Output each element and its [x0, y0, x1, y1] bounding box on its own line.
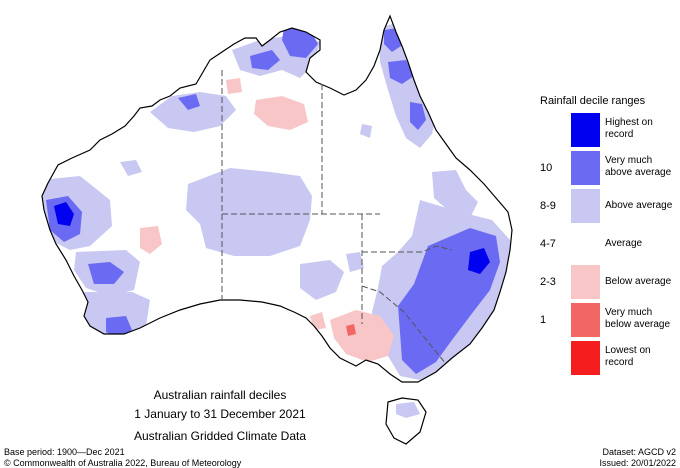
legend-label: Very much above average [605, 155, 672, 178]
base-period: Base period: 1900—Dec 2021 [4, 447, 125, 457]
highest-on-record-regions [54, 202, 490, 274]
legend-swatch [571, 265, 600, 299]
legend-label: Lowest on record [605, 345, 651, 368]
legend-swatch [571, 189, 600, 223]
map-dataset-name: Australian Gridded Climate Data [133, 429, 307, 443]
legend-swatch [571, 341, 600, 375]
legend-swatch [571, 303, 600, 337]
below-average-regions [140, 78, 394, 362]
legend-decile: 8-9 [540, 200, 556, 212]
legend-label: Very much below average [605, 307, 671, 330]
legend-label: Above average [605, 200, 673, 211]
legend-decile: 4-7 [540, 238, 556, 250]
dataset-label: Dataset: AGCD v2 [602, 447, 676, 457]
legend-item: Highest on record [540, 113, 675, 151]
legend-swatch [571, 113, 600, 147]
legend-title: Rainfall decile ranges [540, 95, 646, 107]
legend-decile: 10 [540, 162, 553, 174]
state-borders [221, 70, 453, 365]
tasmania-above-average [396, 402, 420, 418]
legend-item: 1 Very much below average [540, 303, 675, 341]
legend-decile: 2-3 [540, 276, 556, 288]
legend-label: Below average [605, 276, 672, 287]
legend-item: 4-7 Average [540, 227, 675, 265]
issued-date: Issued: 20/01/2022 [599, 458, 676, 468]
legend-swatch [571, 227, 600, 261]
very-much-below-average-regions [346, 324, 356, 336]
legend-label: Average [605, 238, 643, 249]
legend-decile: 1 [540, 314, 547, 326]
legend-label: Highest on record [605, 117, 653, 140]
legend-item: 10 Very much above average [540, 151, 675, 189]
copyright: © Commonwealth of Australia 2022, Bureau… [4, 458, 242, 468]
legend-item: 8-9 Above average [540, 189, 675, 227]
legend-swatch [571, 151, 600, 185]
legend-item: Lowest on record [540, 341, 675, 379]
map-title: Australian rainfall deciles [153, 388, 287, 402]
legend-item: 2-3 Below average [540, 265, 675, 303]
map-period: 1 January to 31 December 2021 [134, 407, 306, 421]
